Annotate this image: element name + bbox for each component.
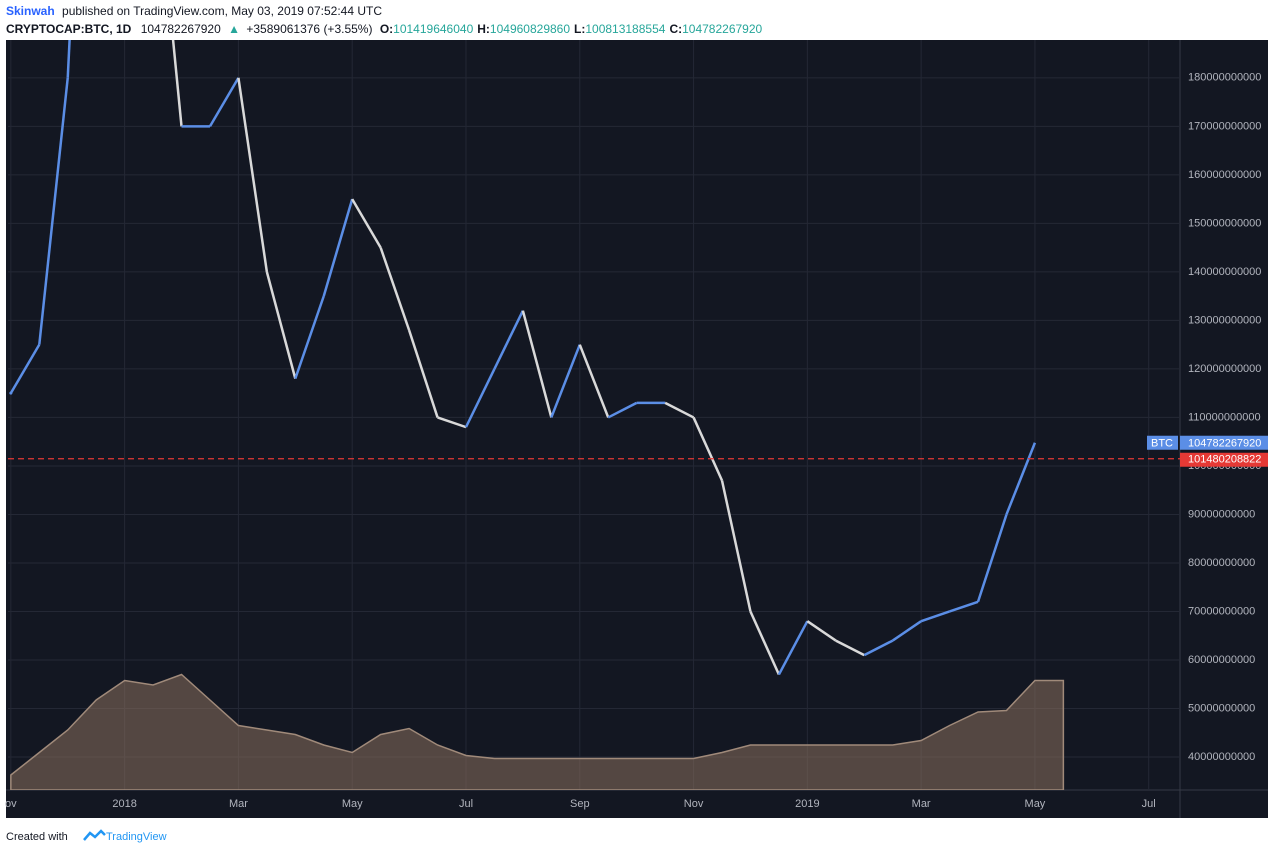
y-tick-label: 60000000000 [1188, 654, 1255, 666]
ohlc-value: 104782267920 [682, 22, 762, 36]
price-segment [294, 295, 325, 380]
price-segment [521, 310, 553, 418]
ohlc-label: C: [669, 22, 682, 36]
price-segment [835, 639, 865, 657]
price-segment [749, 610, 781, 676]
x-tick-label: Nov [684, 798, 704, 810]
price-segment [9, 344, 41, 394]
x-tick-label: ov [5, 798, 17, 810]
publisher: Skinwah [6, 4, 55, 18]
y-tick-label: 130000000000 [1188, 314, 1261, 326]
x-tick-label: Jul [1142, 798, 1156, 810]
symbol: CRYPTOCAP:BTC, 1D [6, 22, 132, 36]
price-segment [351, 198, 382, 249]
x-tick-label: May [342, 798, 363, 810]
footer-brand: TradingView [106, 831, 167, 843]
price-segment [949, 600, 979, 613]
y-tick-label: 70000000000 [1188, 605, 1255, 617]
y-tick-label: 160000000000 [1188, 169, 1261, 181]
x-tick-label: 2018 [112, 798, 136, 810]
ohlc-label: O: [380, 22, 393, 36]
change-arrow: ▲ [228, 22, 240, 36]
y-tick-label: 140000000000 [1188, 266, 1261, 278]
price-segment [976, 514, 1008, 603]
y-tick-label: 170000000000 [1188, 120, 1261, 132]
footer: Created with [6, 831, 68, 843]
ohlc-value: 100813188554 [585, 22, 665, 36]
x-tick-label: Mar [229, 798, 248, 810]
ohlc-label: L: [574, 22, 585, 36]
price-segment [692, 416, 724, 482]
y-tick-label: 120000000000 [1188, 363, 1261, 375]
price-line-badge [1180, 452, 1268, 467]
logo [83, 829, 106, 841]
y-tick-label: 180000000000 [1188, 72, 1261, 84]
price-segment [379, 247, 411, 331]
series-label: BTC [1151, 438, 1173, 450]
ohlc-label: H: [477, 22, 490, 36]
price-segment [38, 77, 69, 345]
price-segment [920, 610, 950, 623]
y-tick-label: 90000000000 [1188, 508, 1255, 520]
x-tick-label: Jul [459, 798, 473, 810]
x-tick-label: May [1025, 798, 1046, 810]
price-segment [237, 77, 269, 273]
volume-area [10, 673, 1065, 790]
price: 104782267920 [141, 22, 221, 36]
price-segment [464, 368, 496, 428]
price-segment [322, 198, 354, 297]
ohlc-value: 104960829860 [490, 22, 570, 36]
y-tick-label: 80000000000 [1188, 557, 1255, 569]
price-segment [720, 480, 752, 612]
price-segment [806, 620, 837, 642]
price-segment [607, 401, 638, 419]
x-tick-label: Mar [912, 798, 931, 810]
y-tick-label: 110000000000 [1188, 411, 1261, 423]
ohlc-value: 101419646040 [393, 22, 473, 36]
last-price-label: 104782267920 [1188, 438, 1261, 450]
price-segment [171, 40, 183, 127]
price-segment [863, 639, 894, 657]
price-segment [578, 344, 610, 418]
series-badge [1147, 435, 1178, 450]
last-price-badge [1180, 435, 1268, 450]
published-text: published on TradingView.com, May 03, 20… [62, 4, 382, 18]
price-segment [265, 271, 297, 379]
price-line-label: 101480208822 [1188, 454, 1261, 466]
y-tick-label: 40000000000 [1188, 751, 1255, 763]
symbol-line: CRYPTOCAP:BTC, 1D 104782267920 ▲ +358906… [6, 22, 763, 36]
price-segment [777, 620, 809, 676]
price-segment [550, 344, 581, 418]
y-tick-label: 50000000000 [1188, 702, 1255, 714]
price-segment [407, 329, 439, 418]
price-segment [664, 401, 695, 419]
change: +3589061376 (+3.55%) [246, 22, 372, 36]
y-tick-label: 150000000000 [1188, 217, 1261, 229]
x-tick-label: Sep [570, 798, 590, 810]
header-line: Skinwah published on TradingView.com, Ma… [6, 4, 382, 18]
price-segment [208, 77, 240, 127]
price-segment [891, 620, 922, 642]
price-segment [1005, 442, 1037, 515]
price-segment [437, 416, 467, 429]
price-segment [493, 310, 525, 370]
x-tick-label: 2019 [795, 798, 819, 810]
